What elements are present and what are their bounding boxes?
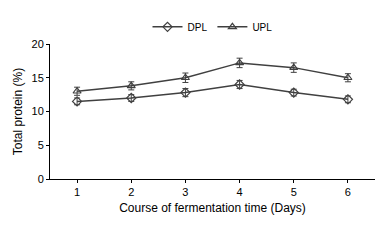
svg-text:10: 10 — [32, 105, 44, 117]
svg-text:Course of fermentation time (D: Course of fermentation time (Days) — [119, 201, 306, 215]
svg-text:3: 3 — [182, 186, 188, 198]
svg-text:5: 5 — [291, 186, 297, 198]
svg-text:1: 1 — [74, 186, 80, 198]
svg-text:5: 5 — [38, 139, 44, 151]
svg-text:Total protein (%): Total protein (%) — [11, 68, 25, 155]
svg-text:6: 6 — [345, 186, 351, 198]
svg-text:2: 2 — [128, 186, 134, 198]
svg-text:15: 15 — [32, 72, 44, 84]
svg-text:0: 0 — [38, 173, 44, 185]
svg-text:4: 4 — [237, 186, 243, 198]
svg-text:DPL: DPL — [188, 22, 208, 33]
svg-text:20: 20 — [32, 38, 44, 50]
svg-text:UPL: UPL — [252, 22, 272, 33]
